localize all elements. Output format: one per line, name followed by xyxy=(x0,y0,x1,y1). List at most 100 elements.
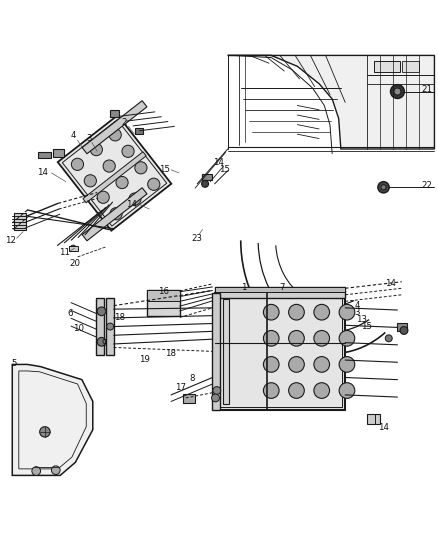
Circle shape xyxy=(16,215,23,222)
Circle shape xyxy=(122,145,134,157)
Polygon shape xyxy=(215,293,345,410)
Circle shape xyxy=(70,245,76,251)
Text: 14: 14 xyxy=(385,279,396,288)
Text: 2: 2 xyxy=(122,118,127,127)
Circle shape xyxy=(381,184,386,190)
Bar xyxy=(374,61,399,72)
Text: 8: 8 xyxy=(189,374,195,383)
Circle shape xyxy=(394,88,401,95)
Bar xyxy=(184,394,195,403)
Circle shape xyxy=(339,304,355,320)
Circle shape xyxy=(16,222,23,229)
Bar xyxy=(135,128,143,134)
Text: 22: 22 xyxy=(421,181,432,190)
Text: 14: 14 xyxy=(126,200,137,209)
Text: 21: 21 xyxy=(421,85,432,94)
Circle shape xyxy=(90,143,102,156)
Circle shape xyxy=(263,357,279,372)
Text: 12: 12 xyxy=(4,236,16,245)
Circle shape xyxy=(263,383,279,398)
Text: 1: 1 xyxy=(241,283,247,292)
Bar xyxy=(96,298,104,355)
Bar xyxy=(202,174,212,180)
Text: 15: 15 xyxy=(219,165,230,174)
Polygon shape xyxy=(12,365,93,475)
Circle shape xyxy=(289,383,304,398)
Circle shape xyxy=(84,175,96,187)
Circle shape xyxy=(263,304,279,320)
Circle shape xyxy=(135,161,147,174)
Bar xyxy=(223,299,229,403)
Text: 20: 20 xyxy=(69,259,80,268)
Text: 18: 18 xyxy=(114,313,125,322)
Circle shape xyxy=(263,330,279,346)
Text: 17: 17 xyxy=(175,383,186,392)
Text: 16: 16 xyxy=(158,287,169,296)
Bar xyxy=(215,287,345,292)
Bar xyxy=(397,323,407,331)
Circle shape xyxy=(97,307,106,316)
Polygon shape xyxy=(82,188,147,241)
Circle shape xyxy=(385,335,392,342)
Circle shape xyxy=(314,330,329,346)
Circle shape xyxy=(339,330,355,346)
Text: 10: 10 xyxy=(73,324,84,333)
Bar xyxy=(215,287,345,298)
Text: 9: 9 xyxy=(102,340,107,349)
Polygon shape xyxy=(83,152,146,203)
Circle shape xyxy=(289,304,304,320)
Circle shape xyxy=(103,160,115,172)
Text: 19: 19 xyxy=(139,354,150,364)
Text: 15: 15 xyxy=(159,165,170,174)
Text: 4: 4 xyxy=(355,301,360,310)
Text: 15: 15 xyxy=(361,322,372,331)
Circle shape xyxy=(289,330,304,346)
Text: 3: 3 xyxy=(87,134,92,143)
Text: 3: 3 xyxy=(355,308,360,317)
Circle shape xyxy=(97,337,106,346)
Bar xyxy=(53,149,64,157)
Text: 11: 11 xyxy=(59,248,70,257)
Text: 5: 5 xyxy=(12,359,17,368)
Bar xyxy=(38,152,51,158)
Bar xyxy=(106,298,114,355)
Circle shape xyxy=(201,180,208,187)
Circle shape xyxy=(40,426,50,437)
Text: 18: 18 xyxy=(165,349,176,358)
Circle shape xyxy=(97,191,109,204)
Bar xyxy=(147,290,180,316)
Circle shape xyxy=(148,178,160,190)
Circle shape xyxy=(109,129,121,141)
Text: 23: 23 xyxy=(191,233,202,243)
Bar xyxy=(147,290,180,301)
Circle shape xyxy=(51,466,60,474)
Polygon shape xyxy=(58,115,171,231)
Bar xyxy=(367,415,380,424)
Circle shape xyxy=(314,304,329,320)
Circle shape xyxy=(116,176,128,189)
Circle shape xyxy=(71,158,84,171)
Circle shape xyxy=(314,383,329,398)
Text: 14: 14 xyxy=(213,158,225,167)
Circle shape xyxy=(378,182,389,193)
Bar xyxy=(69,246,78,251)
Bar xyxy=(212,293,220,410)
Circle shape xyxy=(107,323,114,330)
Circle shape xyxy=(339,383,355,398)
Circle shape xyxy=(32,467,41,475)
Circle shape xyxy=(339,357,355,372)
Circle shape xyxy=(110,208,122,220)
Polygon shape xyxy=(82,101,147,154)
Polygon shape xyxy=(228,55,434,149)
Bar xyxy=(14,213,26,230)
Circle shape xyxy=(400,327,408,334)
Circle shape xyxy=(289,357,304,372)
Circle shape xyxy=(391,85,404,99)
Circle shape xyxy=(129,193,141,205)
Circle shape xyxy=(314,357,329,372)
Text: 13: 13 xyxy=(356,315,367,324)
Circle shape xyxy=(213,386,221,394)
Text: 14: 14 xyxy=(37,168,48,177)
Bar xyxy=(110,110,119,117)
Bar xyxy=(402,61,419,72)
